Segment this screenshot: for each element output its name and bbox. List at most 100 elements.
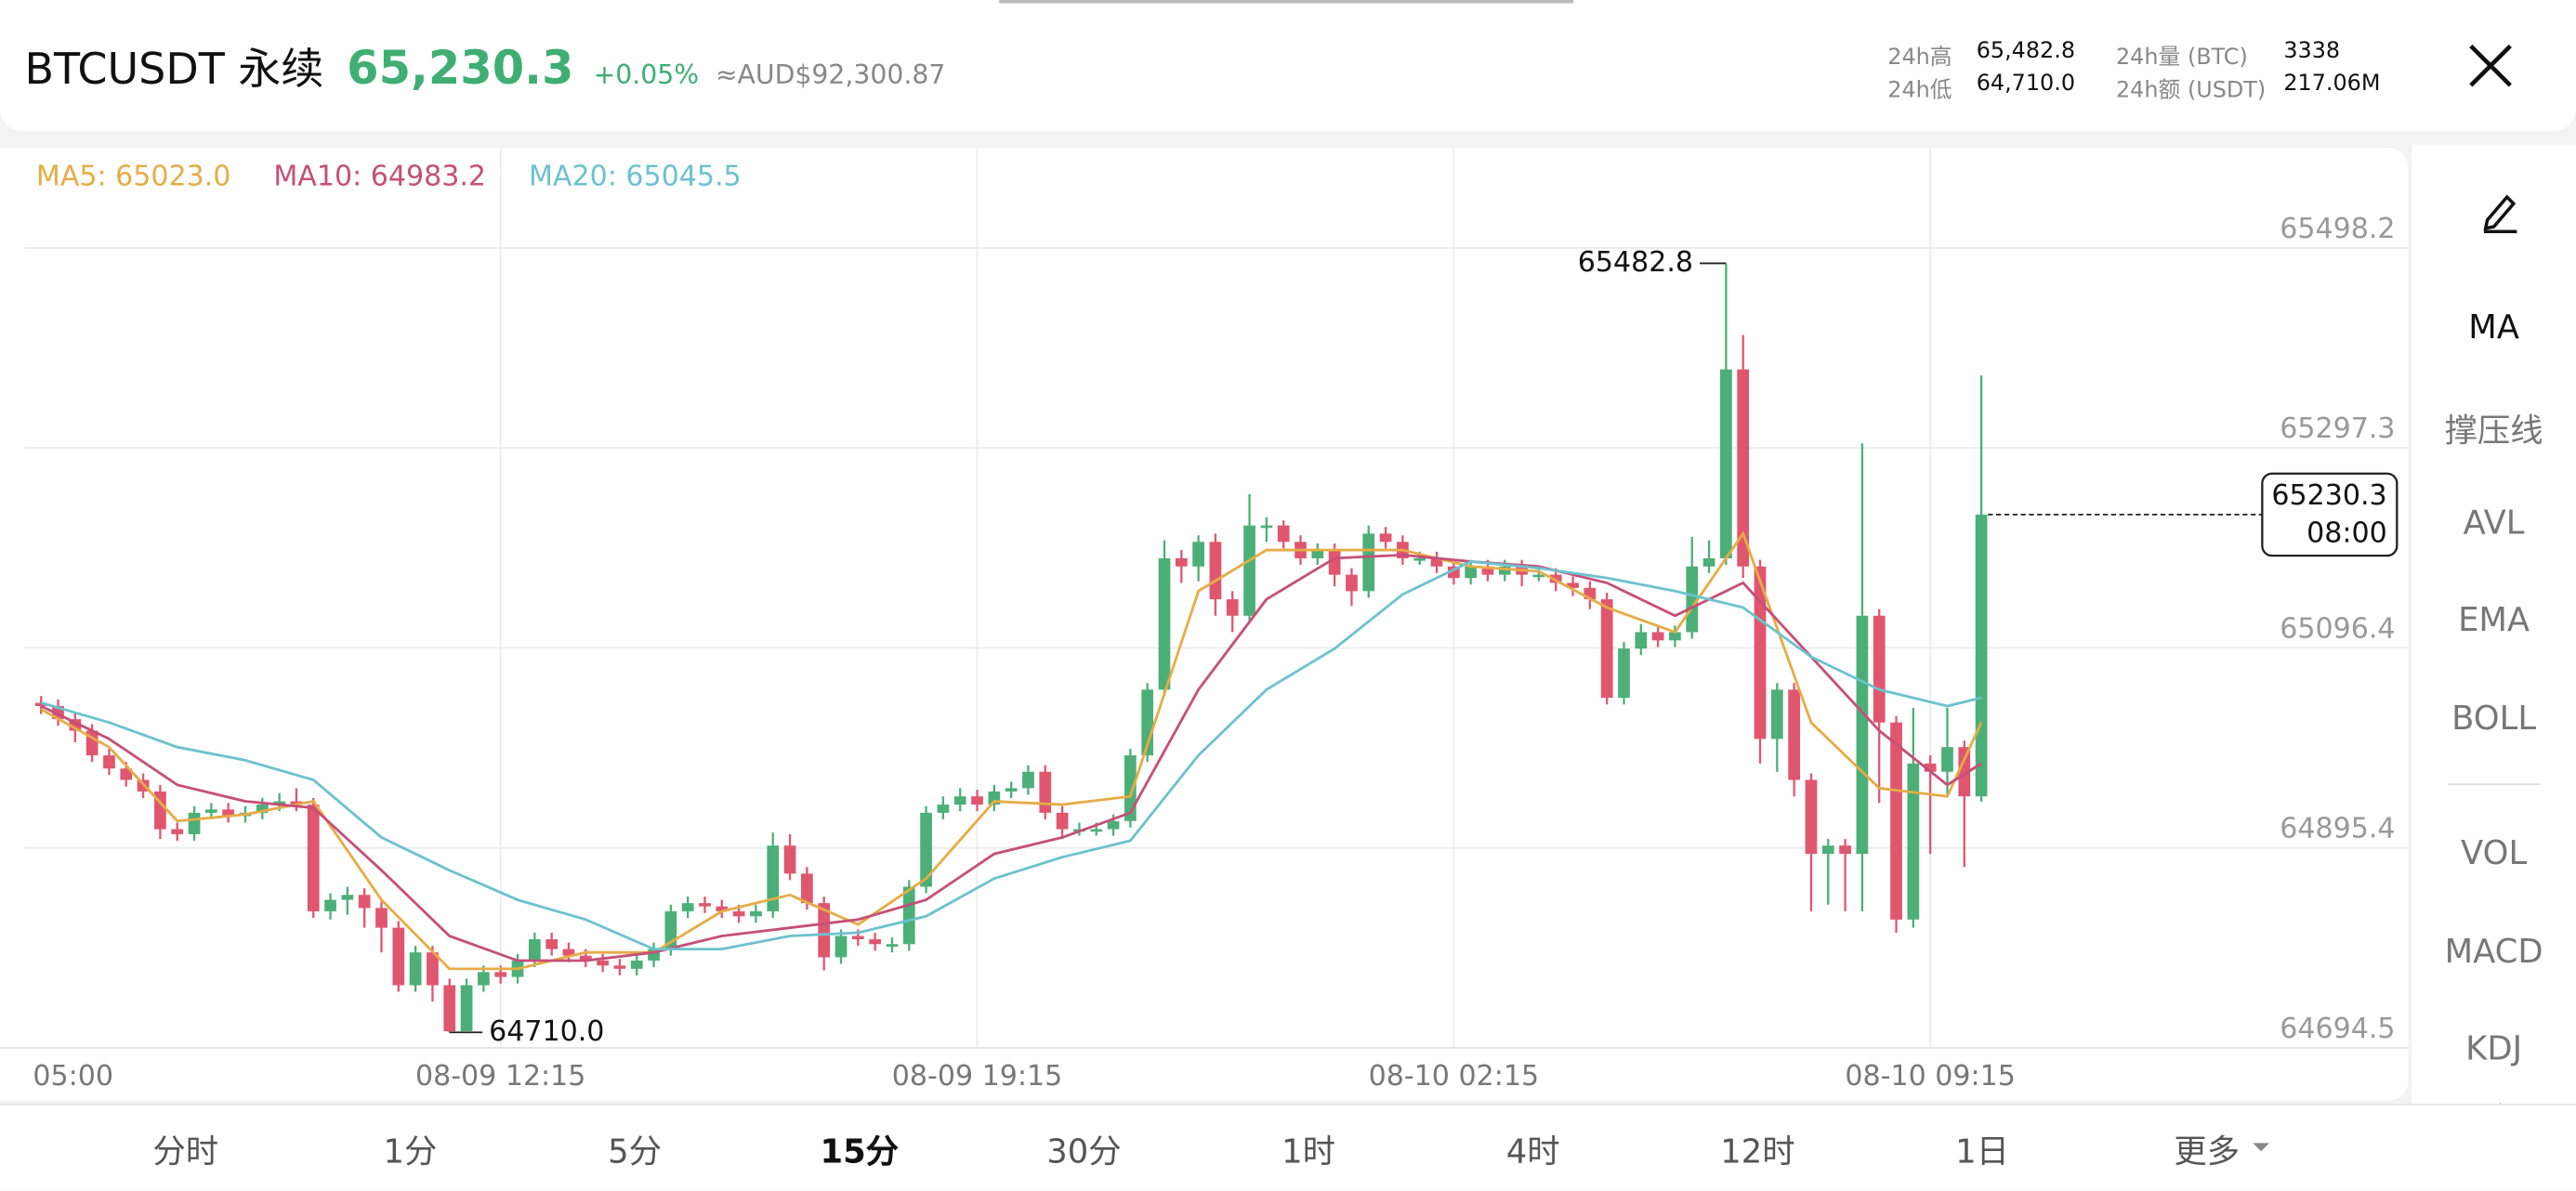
stat-label: 24h额 (USDT): [2115, 77, 2267, 104]
y-tick-label: 64694.5: [2280, 1013, 2395, 1045]
last-price-label: 65230.3: [2271, 479, 2386, 512]
candle-body: [1635, 632, 1648, 649]
candle-body: [1498, 566, 1511, 575]
ticker-row: BTCUSDT 永续 65,230.3 +0.05% ≈AUD$92,300.8…: [25, 36, 946, 97]
y-tick-label: 64895.4: [2280, 813, 2395, 845]
candle-body: [1022, 771, 1034, 789]
interval-tab[interactable]: 12时: [1720, 1132, 1795, 1171]
y-tick-label: 65498.2: [2280, 213, 2395, 245]
y-tick-label: 65096.4: [2280, 612, 2395, 645]
candle-body: [1226, 599, 1239, 616]
draw-tool[interactable]: [2477, 188, 2524, 234]
indicator-button[interactable]: MACD: [2444, 931, 2543, 971]
candle-body: [1669, 632, 1681, 641]
x-tick-label: 08-10 09:15: [1845, 1060, 2015, 1093]
candle-body: [597, 960, 609, 966]
candle-body: [1090, 829, 1103, 832]
interval-tab[interactable]: 1分: [383, 1132, 438, 1171]
countdown-label: 08:00: [2307, 517, 2387, 550]
candle-body: [613, 965, 626, 969]
interval-tab[interactable]: 4时: [1505, 1132, 1560, 1171]
candle-body: [1975, 514, 1988, 797]
interval-tab[interactable]: 30分: [1046, 1132, 1122, 1171]
interval-tab[interactable]: 15分: [820, 1132, 900, 1171]
close-button[interactable]: [2464, 39, 2517, 92]
candle-body: [1600, 599, 1613, 699]
header: BTCUSDT 永续 65,230.3 +0.05% ≈AUD$92,300.8…: [0, 0, 2576, 132]
candle-body: [783, 845, 796, 874]
candle-body: [34, 702, 47, 707]
drag-handle[interactable]: [998, 0, 1574, 4]
candle-body: [1277, 525, 1290, 543]
candle-body: [1039, 771, 1052, 813]
candle-body: [256, 805, 269, 813]
interval-tabs: 分时 1分 5分 15分 30分 1时 4时 12时 1日 更多: [0, 1103, 2576, 1191]
candle-body: [1839, 845, 1851, 855]
candle-body: [1481, 566, 1494, 575]
candle-body: [1311, 550, 1324, 558]
candle-body: [375, 908, 388, 928]
last-price-tag: [2261, 472, 2399, 557]
symbol: BTCUSDT 永续: [24, 46, 324, 96]
indicator-button[interactable]: 撑压线: [2444, 410, 2543, 451]
candle-body: [1941, 747, 1953, 772]
candle-body: [103, 755, 115, 769]
interval-tab[interactable]: 5分: [608, 1132, 663, 1171]
candle-body: [1651, 632, 1664, 641]
interval-tab[interactable]: 分时: [152, 1132, 219, 1171]
candle-body: [1702, 557, 1715, 567]
candle-body: [1362, 533, 1375, 592]
candle-body: [120, 768, 133, 780]
candle-body: [886, 944, 899, 947]
candle-body: [1430, 557, 1443, 567]
candle-body: [630, 960, 643, 969]
candle-body: [1788, 689, 1801, 780]
interval-tab[interactable]: 1时: [1281, 1132, 1336, 1171]
indicator-button[interactable]: VOL: [2461, 832, 2528, 872]
candle-body: [1175, 557, 1188, 567]
candle-body: [1260, 525, 1273, 529]
candle-body: [971, 796, 983, 805]
interval-tab[interactable]: 1日: [1955, 1132, 2010, 1171]
indicator-button[interactable]: MA: [2468, 307, 2519, 347]
candle-body: [324, 899, 336, 911]
candle-body: [716, 906, 729, 911]
candle-body: [1056, 812, 1069, 830]
candle-body: [562, 949, 575, 956]
stat-label: 24h低: [1887, 77, 1952, 104]
indicator-sidebar: MA 撑压线 AVL EMA BOLL VOL MACD KDJ: [2412, 144, 2576, 1147]
separator: [2448, 783, 2541, 786]
max-marker-label: 65482.8: [1578, 246, 1693, 279]
x-tick-label: 05:00: [33, 1060, 113, 1093]
stat-value: 217.06M: [2283, 71, 2381, 98]
stat-label: 24h量 (BTC): [2115, 44, 2248, 72]
interval-tab[interactable]: 更多: [2174, 1132, 2241, 1171]
indicator-button[interactable]: BOLL: [2451, 698, 2537, 738]
candle-body: [1754, 566, 1767, 739]
candle-body: [1209, 542, 1222, 600]
indicator-button[interactable]: AVL: [2463, 502, 2525, 543]
candle-body: [1346, 574, 1358, 592]
candle-body: [1465, 566, 1478, 579]
candle-body: [1549, 574, 1562, 583]
candle-body: [1958, 747, 1971, 797]
candle-body: [1890, 722, 1902, 920]
candle-body: [1924, 763, 1937, 772]
pencil-icon: [2483, 194, 2517, 230]
candle-body: [1856, 615, 1869, 855]
candle-body: [1821, 845, 1834, 855]
candle-body: [579, 955, 592, 961]
indicator-button[interactable]: KDJ: [2465, 1027, 2523, 1068]
candle-body: [528, 939, 541, 961]
candle-body: [1567, 582, 1579, 588]
close-icon: [2469, 44, 2512, 87]
indicator-button[interactable]: EMA: [2458, 599, 2530, 639]
candle-body: [545, 939, 559, 949]
candle-body: [1873, 615, 1886, 723]
candle-body: [460, 985, 473, 1032]
candle-body: [1005, 788, 1018, 792]
candle-body: [732, 910, 745, 917]
candle-body: [750, 910, 762, 917]
